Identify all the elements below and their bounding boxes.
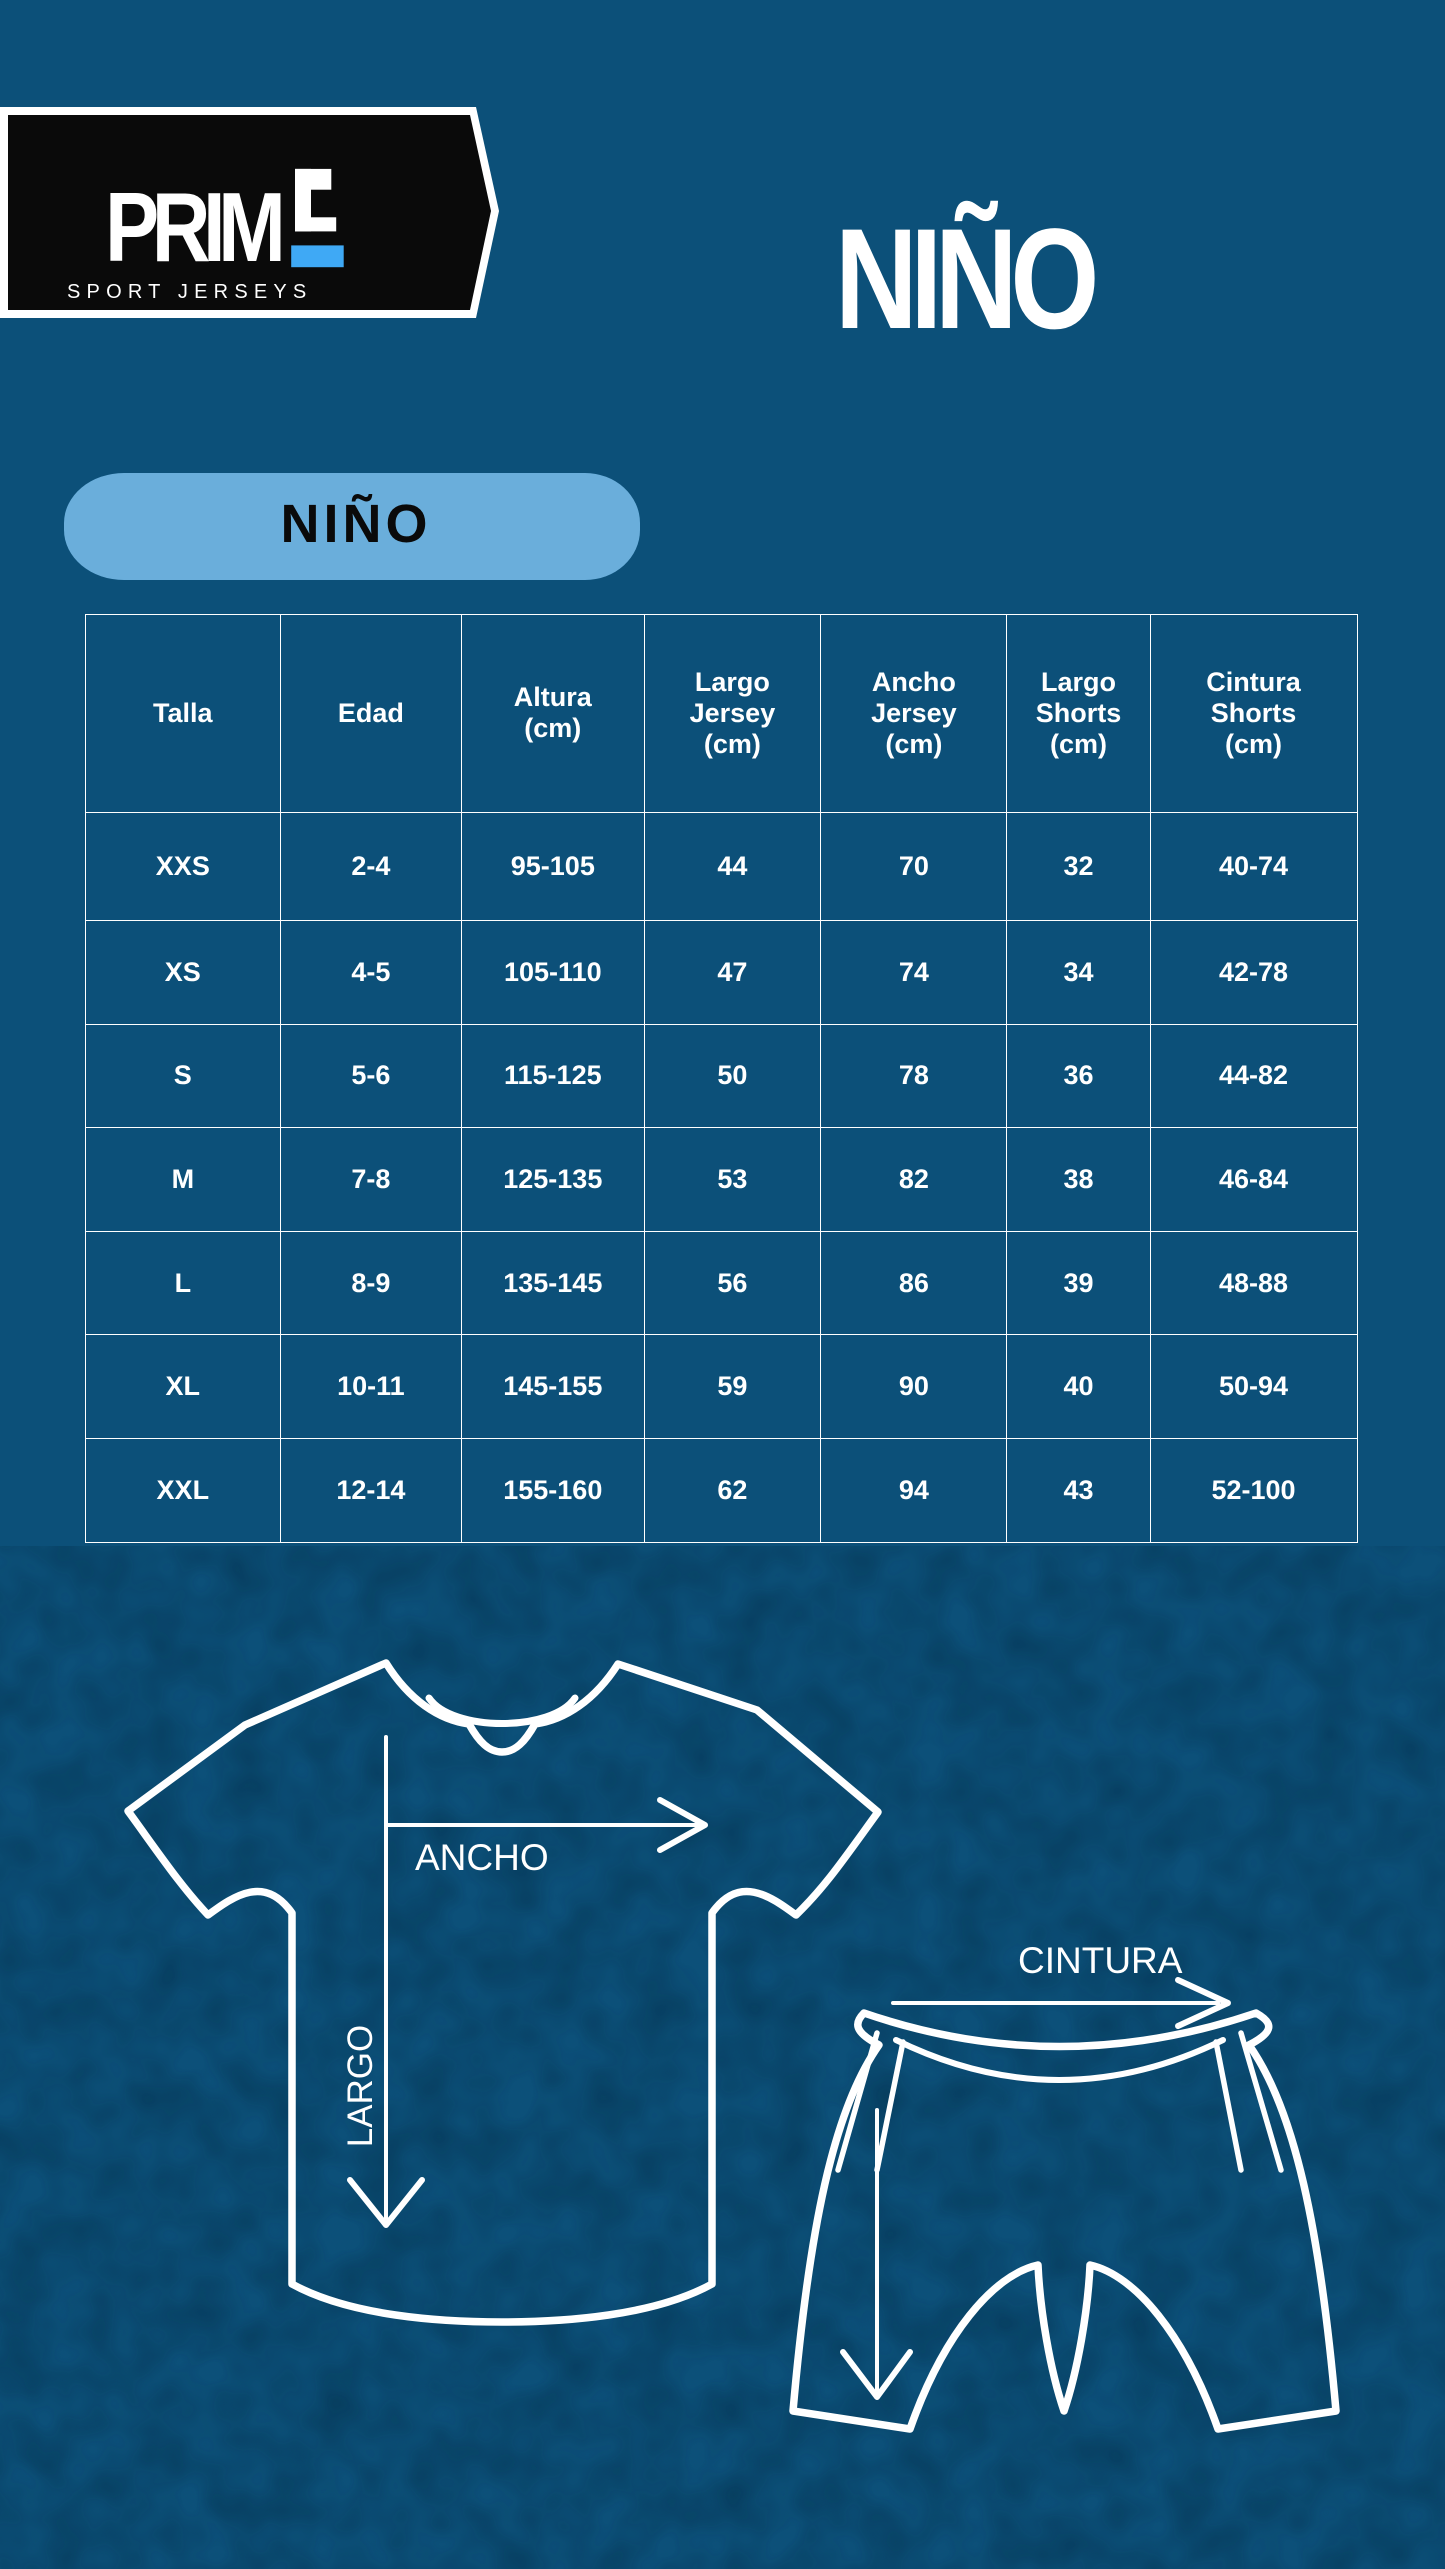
svg-text:LARGO: LARGO [341, 2025, 380, 2148]
svg-text:PRIM: PRIM [105, 173, 280, 283]
svg-text:CINTURA: CINTURA [1018, 1940, 1183, 1981]
svg-text:SPORT JERSEYS: SPORT JERSEYS [67, 281, 312, 303]
svg-text:ANCHO: ANCHO [415, 1837, 549, 1878]
